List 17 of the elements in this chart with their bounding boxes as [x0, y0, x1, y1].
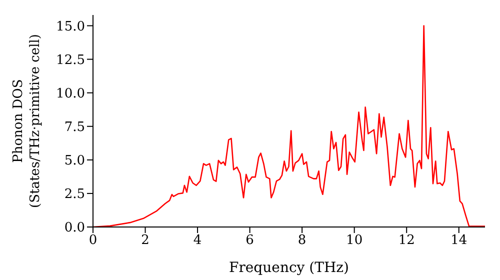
- y-tick-label: 15.0: [56, 19, 85, 34]
- y-tick-label: 2.5: [64, 187, 85, 202]
- x-tick-label: 0: [88, 233, 98, 248]
- y-tick-label: 0.0: [64, 220, 85, 236]
- y-tick-label: 12.5: [56, 52, 85, 68]
- y-tick-label: 7.5: [64, 120, 85, 135]
- y-tick-label: 10.0: [56, 86, 85, 102]
- x-axis-title: Frequency (THz): [228, 260, 350, 276]
- x-tick-label: 10: [346, 233, 363, 248]
- x-tick-label: 2: [141, 233, 150, 248]
- x-tick-label: 12: [398, 233, 415, 248]
- x-tick-label: 4: [193, 233, 202, 248]
- y-axis-title: Phonon DOS (States/THz·primitive cell): [11, 34, 43, 208]
- x-tick-label: 6: [246, 233, 254, 248]
- x-tick-label: 14: [450, 233, 468, 248]
- x-tick-label: 8: [298, 233, 306, 248]
- y-tick-label: 5.0: [64, 154, 85, 169]
